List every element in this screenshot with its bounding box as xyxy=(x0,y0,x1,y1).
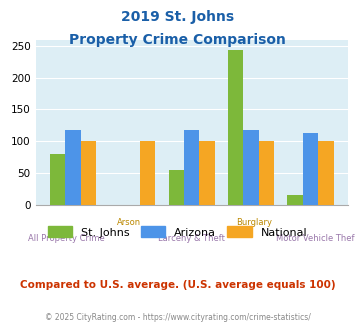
Text: Compared to U.S. average. (U.S. average equals 100): Compared to U.S. average. (U.S. average … xyxy=(20,280,335,290)
Bar xyxy=(169,170,184,205)
Text: 2019 St. Johns: 2019 St. Johns xyxy=(121,10,234,24)
Bar xyxy=(287,195,303,205)
Bar xyxy=(244,130,259,205)
Text: Burglary: Burglary xyxy=(236,218,272,227)
Text: Arson: Arson xyxy=(117,218,141,227)
Text: © 2025 CityRating.com - https://www.cityrating.com/crime-statistics/: © 2025 CityRating.com - https://www.city… xyxy=(45,314,310,322)
Bar xyxy=(81,141,96,205)
Bar xyxy=(140,141,155,205)
Text: All Property Crime: All Property Crime xyxy=(28,234,105,243)
Legend: St. Johns, Arizona, National: St. Johns, Arizona, National xyxy=(43,222,312,242)
Bar xyxy=(318,141,334,205)
Text: Property Crime Comparison: Property Crime Comparison xyxy=(69,33,286,47)
Bar xyxy=(184,130,200,205)
Text: Larceny & Theft: Larceny & Theft xyxy=(158,234,225,243)
Text: Motor Vehicle Theft: Motor Vehicle Theft xyxy=(276,234,355,243)
Bar xyxy=(303,133,318,205)
Bar xyxy=(50,154,65,205)
Bar xyxy=(228,50,244,205)
Bar xyxy=(65,130,81,205)
Bar xyxy=(200,141,215,205)
Bar xyxy=(259,141,274,205)
